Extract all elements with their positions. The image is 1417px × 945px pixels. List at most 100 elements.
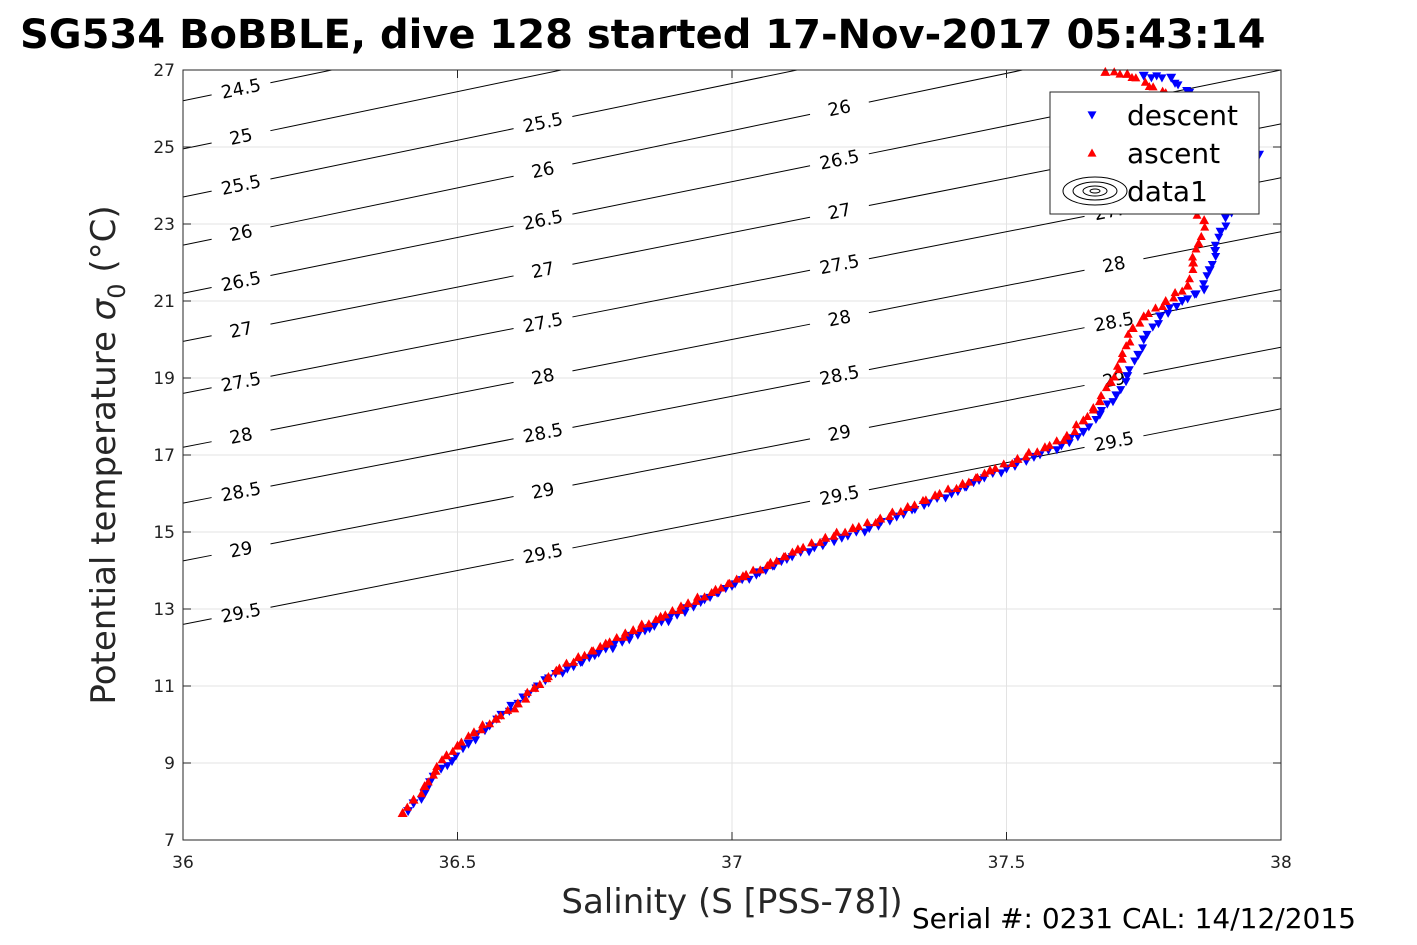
y-tick-label-0: 7 [164, 831, 175, 851]
ascent-trace-37-1 [1185, 274, 1194, 283]
ascent-trace-37-2 [1188, 264, 1198, 273]
serial-footer: Serial #: 0231 CAL: 14/12/2015 [912, 902, 1356, 935]
contour-label-27-1: 27 [530, 258, 557, 283]
ascent-trace-17-2 [748, 565, 758, 574]
ascent-point-18 [765, 557, 776, 567]
ascent-trace-32-3 [1112, 361, 1122, 370]
ascent-point-24 [930, 490, 941, 500]
contour-line-29-seg-2 [572, 438, 811, 486]
ascent-trace-25-1 [964, 477, 974, 486]
descent-trace-8-2 [506, 701, 516, 710]
ascent-trace-25-3 [972, 472, 982, 481]
descent-trace-45-1 [1157, 74, 1167, 83]
ascent-point-22 [875, 513, 886, 523]
chart-title-group: SG534 BoBBLE, dive 128 started 17-Nov-20… [20, 12, 1265, 58]
contour-line-28.5-seg-0 [183, 497, 212, 504]
ascent-trace-35-2 [1151, 303, 1161, 312]
descent-point-11 [562, 664, 573, 674]
ascent-trace-18-3 [780, 551, 790, 560]
legend-data1-contour-icon-1 [1072, 181, 1118, 201]
legend-data1-contour-icon-2 [1082, 185, 1108, 197]
contour-line-28.5-seg-3 [868, 327, 1085, 371]
descent-trace-37-1 [1183, 295, 1193, 304]
y-axis-label-main: Potential temperature [84, 320, 124, 704]
contour-label-28-0: 28 [228, 424, 255, 449]
ascent-point-33 [1116, 353, 1127, 363]
descent-point-22 [864, 524, 875, 534]
contour-label-28-2: 28 [826, 306, 853, 331]
ascent-trace-43-6 [1127, 72, 1137, 81]
legend-ascent-label: ascent [1127, 137, 1220, 170]
ascent-trace-11-1 [580, 650, 590, 659]
contour-line-26.5-seg-3 [868, 109, 1085, 155]
descent-trace-30-1 [1084, 423, 1094, 432]
ascent-trace-6-2 [478, 720, 488, 729]
ascent-trace-44-2 [1109, 67, 1119, 76]
ascent-point-0 [397, 808, 408, 818]
ascent-trace-15-1 [691, 596, 701, 605]
ascent-trace-19-3 [815, 537, 825, 546]
descent-trace-31-1 [1097, 406, 1107, 416]
ascent-point-44 [1122, 68, 1133, 78]
ascent-trace-21-1 [854, 522, 864, 531]
ascent-trace-25-4 [980, 468, 990, 477]
ascent-point-25 [957, 478, 968, 488]
ascent-trace-20-2 [832, 527, 842, 536]
descent-trace-35-3 [1154, 320, 1164, 329]
descent-trace-33-2 [1130, 357, 1140, 366]
ascent-trace-31-1 [1096, 390, 1106, 400]
contour-line-27-seg-3 [868, 162, 1085, 207]
ascent-trace-43-4 [1140, 77, 1150, 86]
ascent-point-6 [468, 727, 479, 737]
ascent-trace-27-3 [1032, 447, 1042, 456]
ascent-trace-44-1 [1115, 69, 1125, 78]
contour-line-26.5-seg-1 [270, 225, 514, 277]
ascent-trace-27-2 [1024, 447, 1034, 456]
descent-trace-31-3 [1108, 398, 1118, 407]
ascent-trace-2-1 [423, 777, 433, 786]
ascent-point-26 [985, 465, 996, 475]
ascent-trace-39-1 [1196, 231, 1206, 240]
descent-point-35 [1138, 335, 1149, 345]
contour-line-27.5-seg-1 [270, 328, 514, 377]
ascent-point-40 [1199, 215, 1210, 225]
ascent-trace-11-4 [595, 641, 605, 650]
ascent-point-20 [820, 532, 831, 542]
ascent-trace-10-2 [562, 658, 571, 667]
x-tick-label-2: 37 [721, 853, 743, 873]
contour-line-25.5-seg-1 [270, 128, 514, 180]
contour-line-28-seg-3 [868, 269, 1085, 314]
y-axis-label: Potential temperature σ0 (°C) [84, 205, 131, 704]
ascent-trace-16-4 [732, 574, 742, 583]
y-tick-label-2: 11 [153, 677, 175, 697]
descent-point-6 [463, 739, 474, 749]
contour-line-26-seg-1 [270, 175, 514, 228]
ascent-point-8 [512, 698, 523, 708]
ascent-trace-28-1 [1045, 440, 1055, 449]
ascent-trace-6-3 [485, 719, 495, 728]
contour-line-29.5-seg-2 [572, 500, 811, 549]
ascent-trace-28-2 [1052, 436, 1062, 445]
ascent-trace-38-1 [1188, 252, 1198, 261]
ascent-trace-38-2 [1191, 244, 1201, 253]
descent-trace-32-1 [1116, 386, 1126, 395]
descent-trace-36-2 [1165, 304, 1175, 313]
ascent-trace-10-3 [569, 657, 579, 666]
ascent-trace-3-1 [432, 761, 442, 770]
ascent-trace-14-4 [676, 601, 686, 610]
ascent-trace-30-3 [1088, 403, 1098, 412]
ascent-trace-26-3 [1007, 458, 1017, 467]
legend-data1-label: data1 [1127, 175, 1208, 208]
ascent-trace-31-2 [1101, 382, 1111, 392]
legend: descent ascent data1 [1049, 91, 1260, 215]
contour-line-29.5-seg-0 [183, 618, 212, 625]
ascent-trace-19-1 [798, 542, 808, 551]
y-tick-label-9: 25 [153, 138, 175, 158]
contour-line-28-seg-0 [183, 441, 212, 448]
descent-trace-31-2 [1102, 400, 1112, 409]
ascent-trace-30-1 [1082, 411, 1092, 420]
descent-trace-35-2 [1148, 323, 1158, 332]
contour-line-28.5-seg-2 [572, 380, 811, 428]
contour-label-25-0: 25 [228, 125, 255, 150]
contour-line-27-seg-0 [183, 335, 212, 342]
